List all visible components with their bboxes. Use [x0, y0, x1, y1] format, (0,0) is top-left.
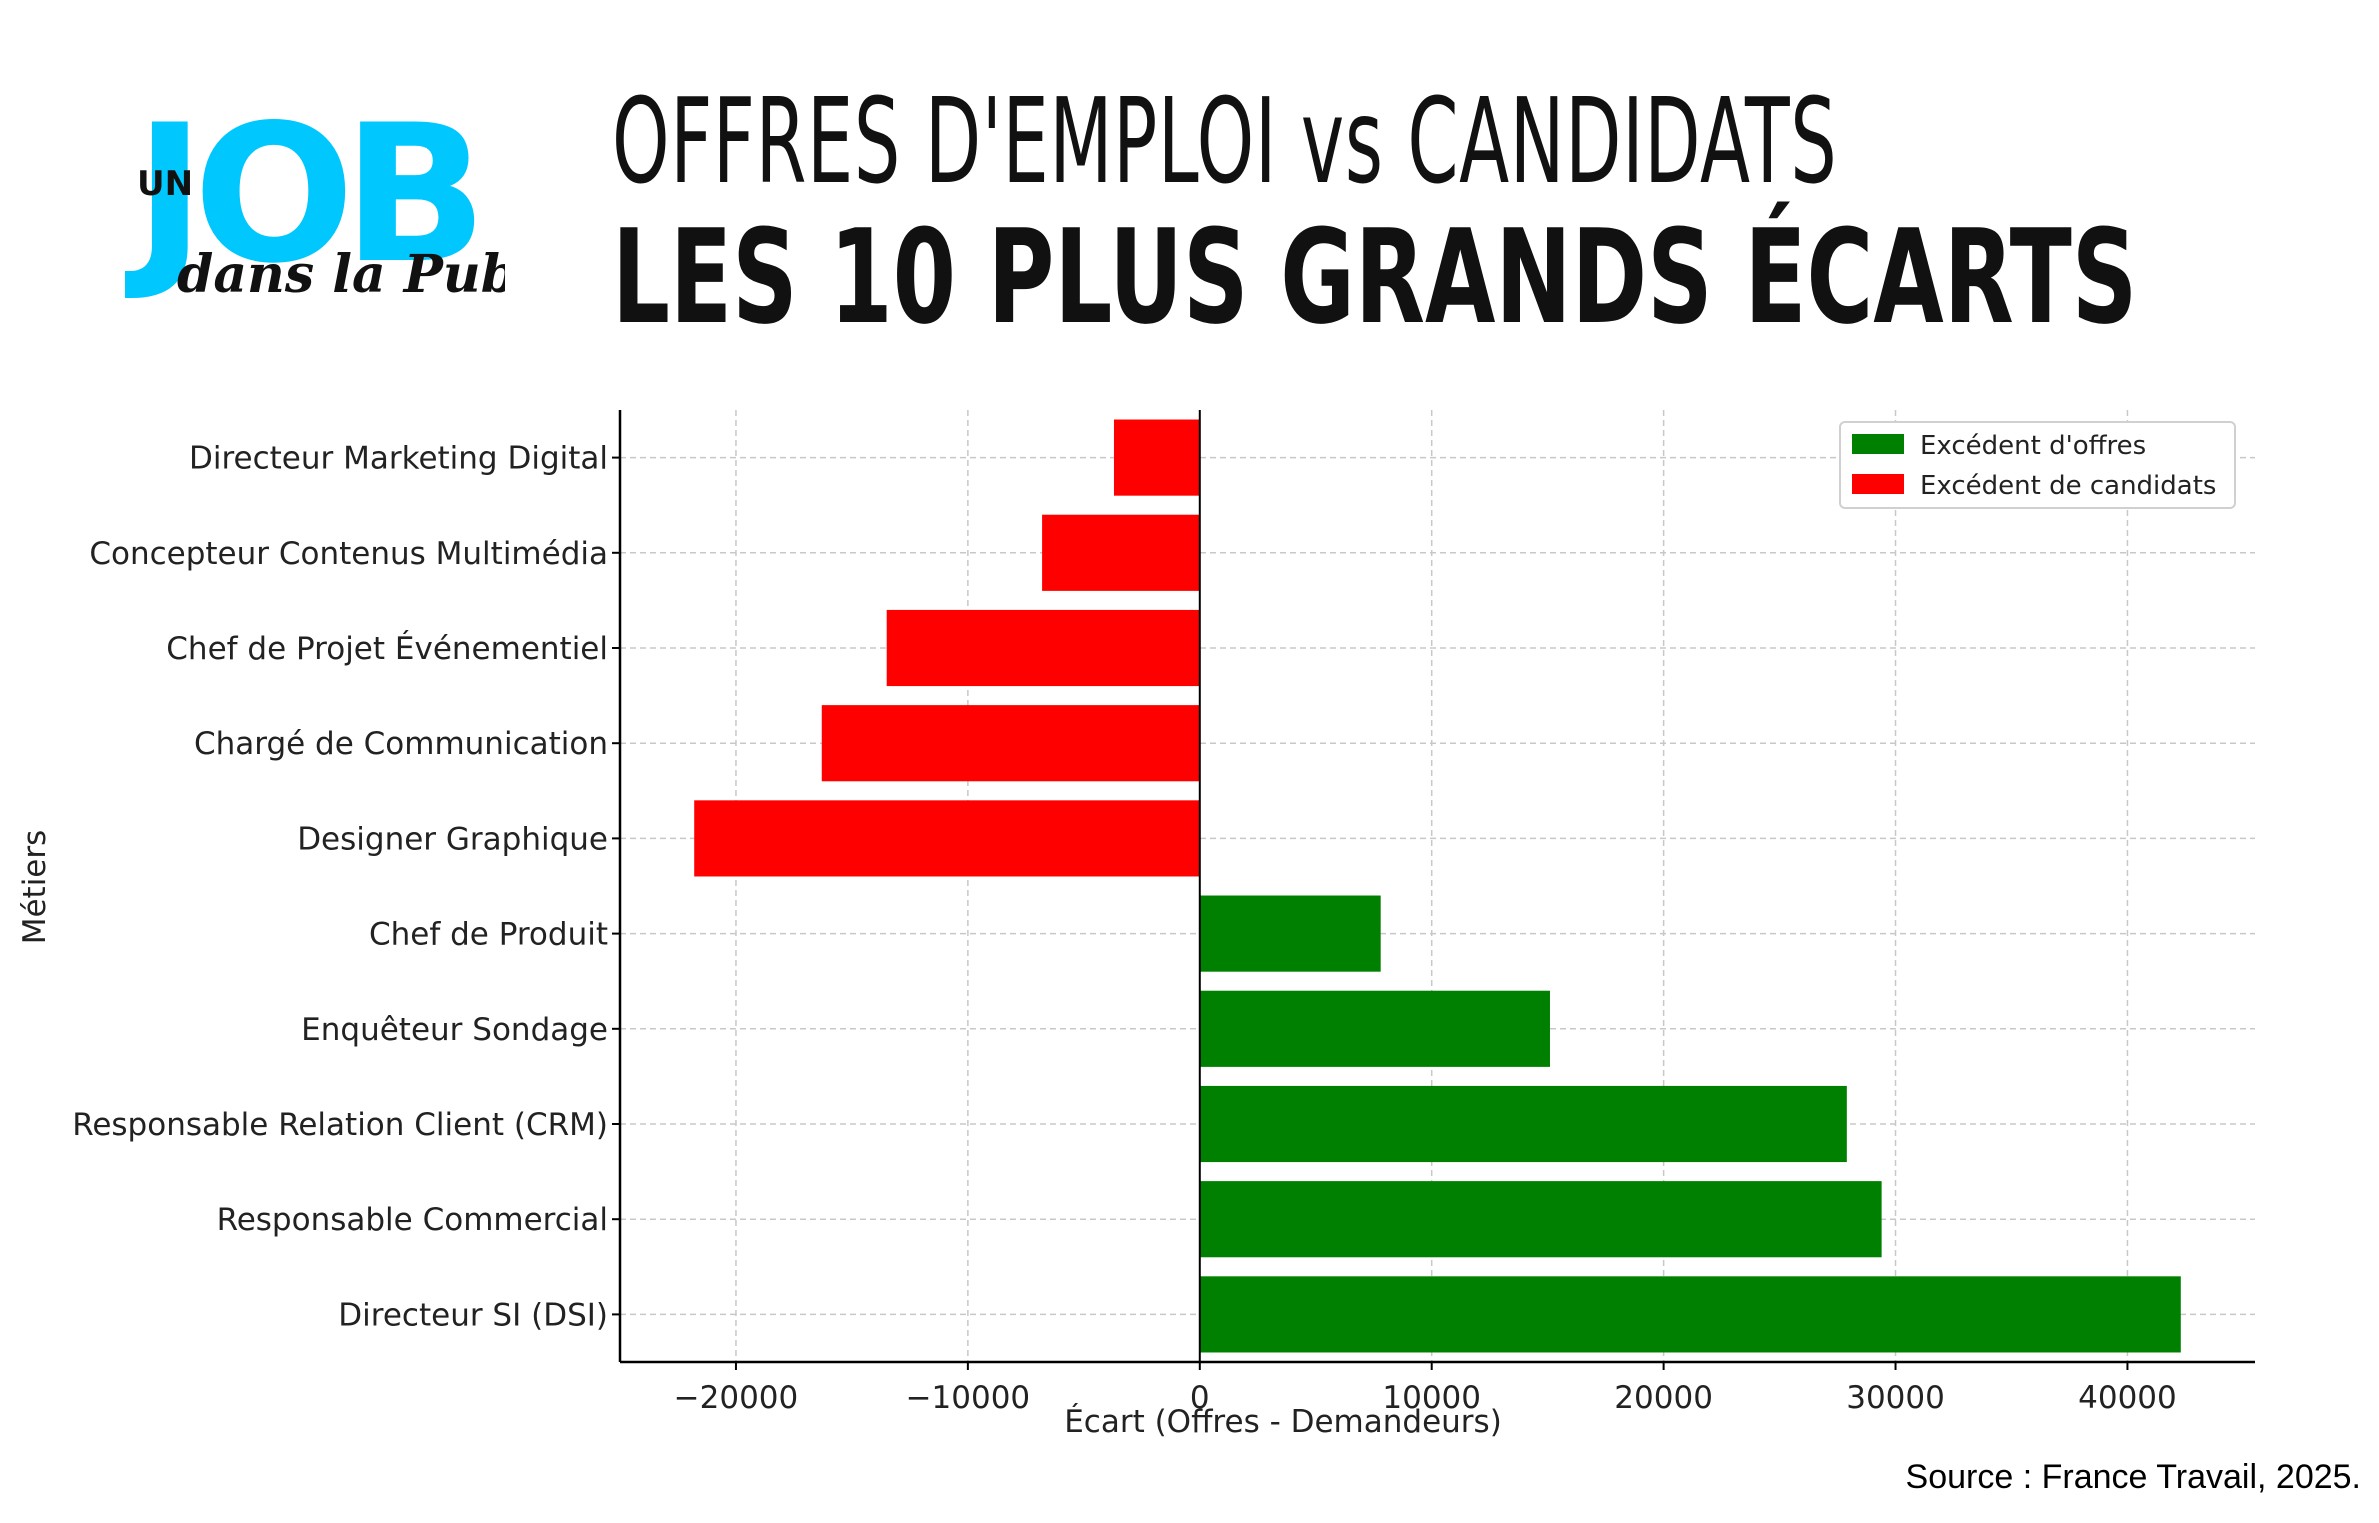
y-axis-label: Métiers	[17, 830, 53, 945]
legend-label: Excédent d'offres	[1920, 431, 2146, 461]
y-tick-label: Directeur SI (DSI)	[338, 1297, 608, 1333]
y-tick-label: Responsable Relation Client (CRM)	[72, 1107, 608, 1143]
x-tick-label: 10000	[1382, 1380, 1481, 1416]
x-tick-label: 20000	[1614, 1380, 1713, 1416]
bar	[694, 800, 1200, 877]
bar	[1042, 514, 1200, 591]
y-tick-label: Chef de Produit	[369, 917, 608, 953]
x-tick-label: −10000	[906, 1380, 1031, 1416]
y-tick-label: Chargé de Communication	[194, 726, 608, 762]
logo-job: JOB	[125, 110, 476, 305]
bar	[1199, 990, 1550, 1067]
bars	[694, 419, 2181, 1353]
x-tick-label: 0	[1190, 1380, 1210, 1416]
ticks: Directeur Marketing Digital Concepteur Co…	[72, 441, 2177, 1416]
bar	[1199, 1085, 1847, 1163]
bar	[821, 705, 1200, 782]
bar	[1199, 1181, 1882, 1258]
x-tick-label: 40000	[2078, 1380, 2177, 1416]
y-tick-label: Responsable Commercial	[217, 1202, 608, 1238]
bar	[886, 609, 1200, 687]
y-tick-label: Concepteur Contenus Multimédia	[89, 536, 608, 572]
x-axis-label: Écart (Offres - Demandeurs)	[1064, 1404, 1502, 1440]
legend-box	[1839, 421, 2236, 509]
legend-swatch	[1852, 434, 1904, 454]
logo-dans-la-pub: dans la Pub	[177, 244, 505, 305]
y-tick-label: Enquêteur Sondage	[301, 1012, 608, 1048]
source-note: Source : France Travail, 2025.	[1905, 1458, 2361, 1496]
page-title-line2: LES 10 PLUS GRANDS ÉCARTS	[612, 201, 2138, 353]
bar	[1199, 1276, 2181, 1353]
y-tick-label: Chef de Projet Événementiel	[166, 631, 608, 667]
y-tick-label: Directeur Marketing Digital	[189, 441, 608, 477]
axes	[618, 410, 2255, 1364]
legend-label: Excédent de candidats	[1920, 471, 2216, 501]
x-tick-label: 30000	[1846, 1380, 1945, 1416]
legend-swatch	[1852, 474, 1904, 494]
bar	[1113, 419, 1200, 496]
x-tick-label: −20000	[674, 1380, 799, 1416]
legend: Excédent d'offres Excédent de candidats	[1839, 421, 2236, 509]
logo: JOB UN dans la Pub	[125, 110, 505, 310]
page-title-line1: OFFRES D'EMPLOI vs CANDIDATS	[612, 72, 1838, 210]
bar	[1199, 895, 1381, 972]
y-tick-label: Designer Graphique	[297, 821, 608, 857]
logo-un: UN	[137, 164, 193, 204]
